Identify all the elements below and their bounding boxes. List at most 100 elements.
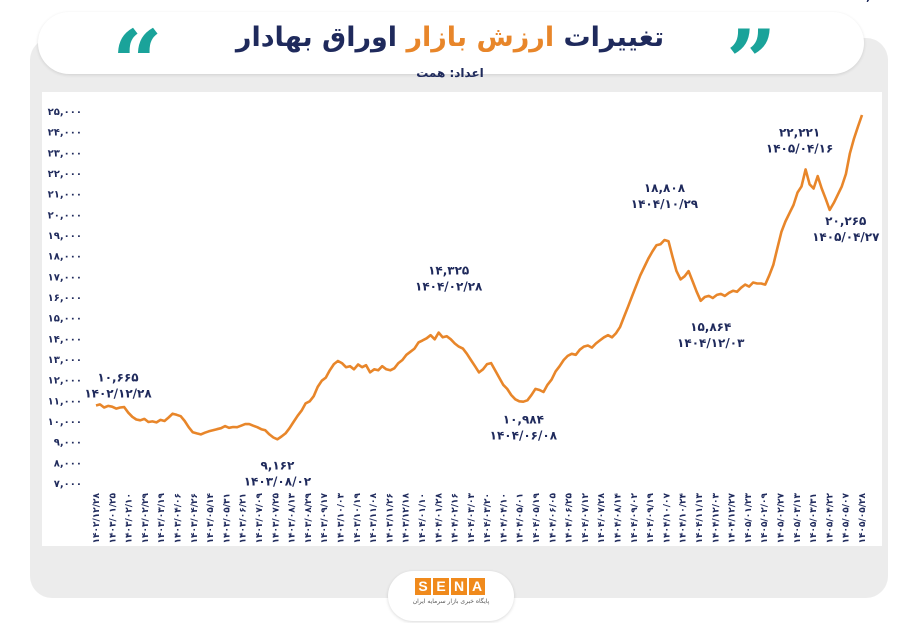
x-tick-label: ۱۴۰۴/۰۶/۲۵ <box>565 493 575 544</box>
x-tick-label: ۱۴۰۴/۰۵/۱۹ <box>532 493 542 544</box>
market-value-chart: ۷,۰۰۰ ۸,۰۰۰ ۹,۰۰۰ ۱۰,۰۰۰ ۱۱,۰۰۰ ۱۲,۰۰۰ ۱۳,۰۰۰ ۱… <box>48 0 893 544</box>
x-tick-label: ۱۴۰۵/۰۴/۲۲ <box>825 493 835 544</box>
x-tick-label: ۱۴۰۳/۱۱/۲۶ <box>385 493 395 544</box>
y-tick-label: ۲۴,۰۰۰ <box>48 128 82 139</box>
annotation-date: ۱۴۰۴/۰۶/۰۸ <box>490 429 558 443</box>
annotation-value: ۲۲,۲۲۱ <box>779 125 820 139</box>
annotation-date: ۱۴۰۳/۰۸/۰۲ <box>244 474 312 488</box>
x-tick-label: ۱۴۰۳/۰۷/۰۹ <box>255 493 265 544</box>
quote-close-icon: ” <box>726 10 777 114</box>
logo-letter: S <box>415 578 431 595</box>
y-tick-label: ۸,۰۰۰ <box>54 458 82 469</box>
quote-open-icon: “ <box>112 10 163 114</box>
x-tick-label: ۱۴۰۴/۰۲/۱۶ <box>451 493 461 544</box>
x-tick-label: ۱۴۰۵/۰۳/۱۳ <box>793 493 803 544</box>
x-tick-label: ۱۴۰۳/۰۸/۲۹ <box>304 493 314 544</box>
x-tick-label: ۱۴۰۳/۰۵/۱۴ <box>206 493 216 544</box>
x-tick-label: ۱۴۰۴/۰۷/۲۸ <box>597 493 607 544</box>
y-tick-label: ۱۳,۰۰۰ <box>48 355 82 366</box>
x-tick-label: ۱۴۰۵/۰۵/۰۷ <box>842 493 852 544</box>
series-line <box>95 114 864 441</box>
annotation-value: ۹,۱۶۲ <box>260 458 295 472</box>
x-tick-label: ۱۴۰۴/۰۸/۱۴ <box>614 493 624 544</box>
x-tick-label: ۱۴۰۴/۱۱/۱۳ <box>695 493 705 544</box>
x-tick-label: ۱۴۰۴/۰۳/۰۳ <box>467 493 477 544</box>
x-tick-label: ۱۴۰۲/۱۲/۲۸ <box>92 493 102 544</box>
x-tick-label: ۱۴۰۵/۰۱/۲۳ <box>744 493 754 544</box>
x-tick-label: ۱۴۰۳/۰۸/۱۳ <box>288 493 298 544</box>
x-tick-label: ۱۴۰۴/۰۱/۲۸ <box>434 493 444 544</box>
x-tick-label: ۱۴۰۳/۰۶/۲۱ <box>239 493 249 544</box>
x-tick-label: ۱۴۰۳/۱۰/۰۳ <box>336 493 346 544</box>
x-tick-label: ۱۴۰۴/۰۳/۲۰ <box>483 493 493 544</box>
y-tick-label: ۱۸,۰۰۰ <box>48 252 82 263</box>
sena-logo: S E N A <box>415 578 485 595</box>
y-tick-label: ۱۱,۰۰۰ <box>48 396 82 407</box>
annotation-date: ۱۴۰۲/۱۲/۲۸ <box>84 386 152 400</box>
subtitle: اعداد: همت <box>416 66 484 80</box>
annotation-value: ۱۰,۶۶۵ <box>97 370 138 384</box>
annotation-date: ۱۴۰۵/۰۴/۱۶ <box>766 141 833 155</box>
x-tick-label: ۱۴۰۴/۱۰/۲۴ <box>679 493 689 544</box>
annotation-value: ۱۵,۸۶۴ <box>690 320 731 334</box>
x-tick-label: ۱۴۰۳/۰۲/۱۰ <box>125 493 135 544</box>
x-tick-label: ۱۴۰۴/۰۱/۱۰ <box>418 493 428 544</box>
y-tick-label: ۱۲,۰۰۰ <box>48 376 82 387</box>
y-tick-label: ۲۳,۰۰۰ <box>48 148 82 159</box>
x-tick-label: ۱۴۰۳/۰۴/۲۶ <box>190 493 200 544</box>
y-tick-label: ۱۷,۰۰۰ <box>48 272 82 283</box>
annotation-value: ۱۴,۳۲۵ <box>428 264 469 278</box>
annotation-date: ۱۴۰۴/۱۲/۰۳ <box>677 336 745 350</box>
y-tick-label: ۱۵,۰۰۰ <box>48 314 82 325</box>
x-tick-label: ۱۴۰۳/۰۴/۰۶ <box>173 493 183 544</box>
y-tick-label: ۲۵,۰۰۰ <box>48 107 82 118</box>
y-tick-label: ۱۴,۰۰۰ <box>48 334 82 345</box>
x-tick-label: ۱۴۰۴/۰۶/۰۵ <box>548 493 558 544</box>
x-tick-label: ۱۴۰۴/۰۴/۱۰ <box>499 493 509 544</box>
title-banner <box>38 12 864 74</box>
plot-area <box>42 92 882 546</box>
y-tick-label: ۱۶,۰۰۰ <box>48 293 82 304</box>
annotation-value: ۲۴,۸۵۶ <box>851 0 892 3</box>
y-tick-label: ۷,۰۰۰ <box>54 479 82 490</box>
x-tick-label: ۱۴۰۵/۰۳/۳۱ <box>809 493 819 544</box>
annotation-date: ۱۴۰۵/۰۴/۲۷ <box>812 230 880 244</box>
x-tick-label: ۱۴۰۴/۱۲/۰۳ <box>711 493 721 544</box>
x-tick-label: ۱۴۰۴/۱۲/۲۷ <box>728 493 738 544</box>
x-tick-label: ۱۴۰۴/۱۰/۰۷ <box>662 493 672 544</box>
x-tick-label: ۱۴۰۳/۱۰/۱۹ <box>353 493 363 544</box>
x-tick-label: ۱۴۰۳/۰۱/۲۵ <box>108 493 118 544</box>
x-tick-label: ۱۴۰۵/۰۲/۲۷ <box>777 493 787 544</box>
x-tick-label: ۱۴۰۳/۱۲/۱۸ <box>402 493 412 544</box>
x-tick-label: ۱۴۰۴/۰۵/۰۱ <box>516 493 526 544</box>
x-tick-label: ۱۴۰۳/۱۱/۰۸ <box>369 493 379 544</box>
annotation-value: ۲۰,۲۶۵ <box>825 214 866 228</box>
logo-letter: E <box>433 578 449 595</box>
y-tick-label: ۱۹,۰۰۰ <box>48 231 82 242</box>
y-tick-label: ۲۲,۰۰۰ <box>48 169 82 180</box>
x-tick-label: ۱۴۰۳/۰۳/۱۹ <box>157 493 167 544</box>
annotation-value: ۱۰,۹۸۴ <box>503 413 544 427</box>
annotation-date: ۱۴۰۴/۱۰/۲۹ <box>631 197 699 211</box>
y-tick-label: ۲۰,۰۰۰ <box>48 210 82 221</box>
logo-letter: A <box>469 578 485 595</box>
x-tick-label: ۱۴۰۵/۰۵/۲۸ <box>858 493 868 544</box>
x-tick-label: ۱۴۰۳/۰۹/۱۷ <box>320 493 330 544</box>
y-tick-label: ۲۱,۰۰۰ <box>48 190 82 201</box>
logo-letter: N <box>451 578 467 595</box>
title-part-2: اوراق بهادار <box>235 22 398 53</box>
x-tick-label: ۱۴۰۵/۰۲/۰۹ <box>760 493 770 544</box>
page-title: تغییرات ارزش بازار اوراق بهادار <box>0 22 900 53</box>
title-part-1: تغییرات <box>563 22 665 53</box>
title-accent: ارزش بازار <box>406 22 555 53</box>
x-tick-label: ۱۴۰۳/۰۷/۲۵ <box>271 493 281 544</box>
x-tick-label: ۱۴۰۴/۰۷/۱۲ <box>581 493 591 544</box>
annotation-value: ۱۸,۸۰۸ <box>644 181 686 195</box>
logo-tagline: پایگاه خبری بازار سرمایه ایران <box>412 598 490 605</box>
y-tick-label: ۱۰,۰۰۰ <box>48 417 82 428</box>
x-tick-label: ۱۴۰۴/۰۹/۰۲ <box>630 493 640 544</box>
x-tick-label: ۱۴۰۴/۰۹/۱۹ <box>646 493 656 544</box>
x-tick-label: ۱۴۰۳/۰۲/۲۹ <box>141 493 151 544</box>
x-tick-label: ۱۴۰۳/۰۵/۳۱ <box>222 493 232 544</box>
y-tick-label: ۹,۰۰۰ <box>54 438 82 449</box>
